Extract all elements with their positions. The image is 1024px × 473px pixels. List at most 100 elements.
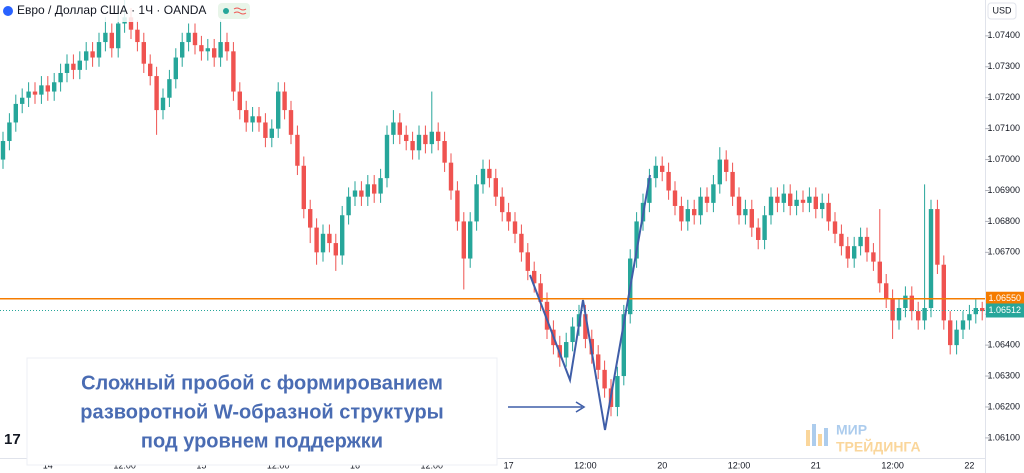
logo-bar: [818, 434, 822, 446]
candle-body: [532, 270, 537, 284]
candle-body: [39, 85, 44, 95]
candle-body: [820, 202, 825, 210]
last-price-label: 1.06512: [988, 305, 1021, 315]
candle-body: [199, 45, 204, 52]
candle-body: [71, 63, 76, 70]
currency: USD: [992, 5, 1012, 15]
candle-body: [231, 51, 236, 92]
candle-body: [224, 42, 230, 52]
candle-body: [890, 298, 895, 321]
candle-body: [685, 209, 690, 222]
logo-bar: [824, 428, 828, 446]
candle-body: [884, 283, 889, 299]
status-dot: [223, 8, 229, 14]
candle-body: [788, 193, 793, 206]
candle-body: [519, 233, 524, 253]
y-tick-label: 1.07400: [987, 30, 1020, 40]
candle-body: [768, 196, 774, 216]
logo-bar: [812, 424, 816, 446]
candle-body: [493, 178, 498, 197]
candle-body: [864, 236, 870, 253]
candle-body: [973, 308, 978, 315]
y-tick-label: 1.06300: [987, 370, 1020, 380]
candle-body: [692, 209, 697, 216]
candle-body: [672, 190, 678, 206]
candle-body: [858, 236, 863, 247]
candle-body: [852, 246, 857, 259]
candle-body: [570, 326, 575, 343]
candle-body: [391, 122, 396, 135]
candle-body: [647, 178, 652, 203]
candle-body: [64, 63, 70, 73]
candle-body: [416, 134, 422, 151]
candle-body: [0, 141, 6, 160]
axes: 1412:001512:001612:001712:002012:002112:…: [0, 30, 1024, 470]
candle-body: [282, 91, 287, 111]
support-label: 1.06550: [988, 293, 1021, 303]
candle-body: [826, 202, 831, 222]
candle-body: [32, 91, 38, 95]
candle-body: [813, 196, 818, 210]
candle-body: [359, 190, 364, 197]
annotation-line: Сложный пробой с формированием: [81, 372, 443, 394]
candle-body: [13, 103, 18, 123]
candle-body: [909, 295, 914, 312]
candle-body: [109, 32, 114, 49]
candle-body: [749, 209, 754, 228]
candle-body: [948, 320, 953, 346]
candle-body: [45, 85, 50, 92]
candle-body: [455, 190, 460, 222]
candle-body: [775, 196, 780, 203]
candle-body: [423, 134, 428, 145]
candle-body: [320, 233, 326, 253]
annotation-line: разворотной W-образной структуры: [80, 401, 444, 423]
candle-body: [308, 209, 313, 228]
candle-body: [544, 301, 550, 330]
y-tick-label: 1.06700: [987, 247, 1020, 257]
x-tick-label: 12:00: [881, 460, 904, 470]
candle-body: [903, 295, 908, 309]
candle-body: [365, 184, 370, 197]
y-tick-label: 1.06100: [987, 432, 1020, 442]
x-tick-label: 12:00: [574, 460, 597, 470]
candle-body: [877, 261, 882, 284]
currency-box: [987, 2, 1017, 20]
candle-body: [724, 159, 729, 172]
candle-body: [410, 141, 415, 151]
candle-body: [237, 91, 242, 111]
y-tick-label: 1.06400: [987, 339, 1020, 349]
candle-body: [58, 72, 63, 83]
symbol-title: Евро / Доллар США · 1Ч · OANDA: [17, 3, 206, 17]
candle-body: [250, 116, 255, 123]
candle-body: [564, 342, 569, 358]
candle-body: [980, 308, 985, 312]
candle-body: [596, 354, 601, 370]
logo-bottom: ТРЕЙДИНГА: [836, 438, 921, 455]
candle-body: [954, 329, 959, 346]
candle-body: [128, 17, 134, 30]
candle-body: [327, 233, 332, 244]
candle-body: [397, 122, 402, 135]
candle-body: [436, 131, 441, 142]
y-tick-label: 1.07100: [987, 123, 1020, 133]
x-tick-label: 20: [657, 460, 667, 470]
y-tick-label: 1.06200: [987, 401, 1020, 411]
candle-body: [922, 308, 927, 321]
w-pattern: [529, 174, 651, 431]
y-tick-label: 1.07000: [987, 154, 1020, 164]
candle-body: [103, 32, 108, 43]
candle-body: [314, 227, 319, 253]
candle-body: [730, 171, 735, 197]
candle-body: [704, 196, 710, 203]
candle-body: [205, 48, 210, 52]
candle-body: [263, 122, 268, 138]
candle-body: [461, 221, 466, 259]
candles: [0, 0, 985, 417]
candle-body: [333, 243, 338, 256]
candle-body: [794, 199, 799, 206]
candle-body: [180, 42, 185, 58]
candle-body: [135, 29, 140, 43]
candle-body: [941, 264, 946, 321]
candle-body: [666, 171, 671, 191]
candle-body: [256, 116, 262, 123]
